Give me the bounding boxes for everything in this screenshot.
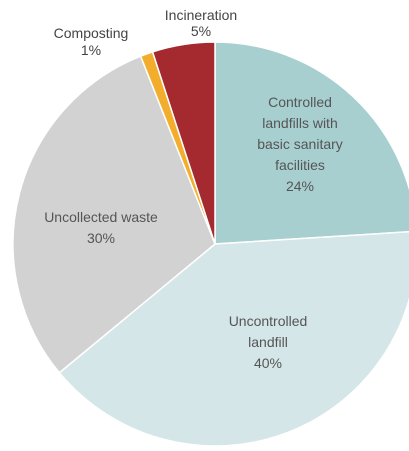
slice-label-line: Controlled [268,94,332,110]
slice-percent-composting: 1% [81,42,101,58]
slice-label-composting: Composting 1% [54,25,129,58]
pie-slices [12,41,409,447]
slice-label-line: landfill [248,334,288,350]
pie-labels: Controlled landfills with basic sanitary fa… [44,7,343,371]
slice-label-line: landfills with [262,115,337,131]
slice-percent-uncollected-waste: 30% [87,230,115,246]
slice-label-incineration: Incineration 5% [165,7,237,39]
slice-label-controlled-landfills: Controlled landfills with basic sanitary fa… [257,94,343,194]
slice-label-line: Incineration [165,7,237,23]
pie-slice-incineration [151,41,216,245]
slice-percent-controlled-landfills: 24% [286,178,314,194]
slice-label-line: facilities [275,157,325,173]
slice-label-line: Uncollected waste [44,209,158,225]
pie-slice-controlled-landfills [214,41,409,245]
slice-label-uncollected-waste: Uncollected waste 30% [44,209,158,246]
pie-slice-uncontrolled-landfill [58,231,409,447]
slice-label-uncontrolled-landfill: Uncontrolled landfill 40% [229,313,308,371]
slice-percent-incineration: 5% [191,23,211,39]
pie-slice-uncollected-waste [12,55,216,374]
slice-label-line: Composting [54,25,129,41]
slice-label-line: basic sanitary [257,136,343,152]
slice-percent-uncontrolled-landfill: 40% [254,355,282,371]
slice-label-line: Uncontrolled [229,313,308,329]
